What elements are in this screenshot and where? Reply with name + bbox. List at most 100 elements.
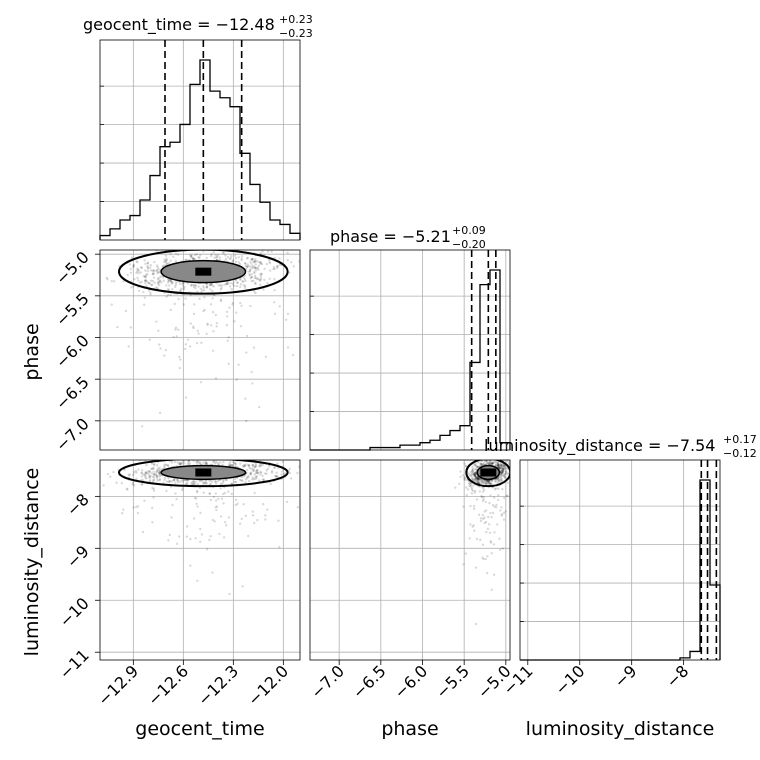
- sample-point: [258, 279, 262, 282]
- sample-point: [163, 354, 166, 357]
- histogram-geocent_time: [99, 59, 301, 240]
- ylabel-phase: phase: [21, 323, 43, 380]
- sample-point: [184, 297, 187, 300]
- sample-point: [164, 259, 168, 262]
- sample-point: [175, 542, 179, 546]
- sample-point: [486, 461, 490, 465]
- sample-point: [225, 282, 228, 286]
- sample-point: [475, 465, 478, 468]
- sample-point: [503, 476, 507, 480]
- sample-point: [177, 328, 180, 331]
- sample-point: [496, 463, 499, 466]
- sample-point: [151, 521, 154, 524]
- sample-point: [218, 457, 220, 459]
- sample-point: [129, 326, 133, 329]
- ytick-label-luminosity_distance: −8: [63, 490, 93, 520]
- sample-point: [255, 476, 258, 479]
- sample-point: [500, 463, 503, 466]
- sample-point: [475, 465, 478, 468]
- sample-point: [160, 274, 163, 278]
- sample-point: [266, 467, 270, 471]
- sample-point: [296, 506, 299, 509]
- sample-point: [155, 474, 158, 477]
- sample-point: [481, 490, 485, 493]
- sample-point: [504, 457, 506, 459]
- sample-point: [196, 579, 199, 582]
- sample-point: [196, 489, 199, 493]
- sample-point: [475, 477, 479, 481]
- sample-point: [506, 472, 510, 476]
- sample-point: [169, 253, 172, 256]
- sample-point: [192, 285, 196, 289]
- sample-point: [199, 254, 202, 257]
- sample-point: [225, 323, 229, 327]
- sample-point: [221, 251, 225, 254]
- sample-point: [212, 460, 215, 463]
- sample-point: [500, 464, 503, 468]
- sample-point: [250, 273, 253, 276]
- sample-point: [270, 250, 273, 253]
- sample-point: [264, 518, 267, 521]
- sample-point: [493, 488, 497, 491]
- sample-point: [229, 254, 233, 258]
- sample-point: [156, 479, 159, 482]
- sample-point: [245, 463, 248, 466]
- sample-point: [211, 289, 214, 293]
- sample-point: [246, 265, 249, 268]
- sample-point: [273, 466, 276, 469]
- sample-point: [151, 273, 155, 276]
- sample-point: [220, 497, 224, 500]
- sample-point: [209, 283, 212, 287]
- sample-point: [243, 277, 247, 281]
- sample-point: [139, 271, 143, 274]
- sample-point: [494, 506, 498, 509]
- sample-point: [208, 492, 211, 495]
- sample-point: [495, 460, 499, 464]
- sample-point: [498, 467, 501, 470]
- sample-point: [128, 263, 132, 266]
- sample-point: [259, 262, 262, 265]
- sample-point: [147, 282, 151, 285]
- panel-frame: [99, 249, 301, 451]
- sample-point: [158, 474, 161, 477]
- sample-point: [153, 270, 156, 273]
- sample-point: [481, 556, 484, 559]
- sample-point: [236, 281, 239, 284]
- sample-point: [221, 492, 225, 496]
- sample-point: [123, 468, 126, 471]
- sample-point: [487, 482, 490, 485]
- sample-point: [247, 465, 250, 468]
- sample-point: [143, 499, 146, 502]
- sample-point: [501, 469, 505, 472]
- sample-point: [158, 472, 161, 475]
- sample-point: [197, 255, 200, 259]
- sample-point: [151, 475, 154, 478]
- sample-point: [483, 482, 486, 485]
- sample-point: [471, 465, 474, 469]
- sample-point: [256, 469, 259, 472]
- sample-point: [262, 478, 265, 481]
- sample-point: [146, 261, 150, 264]
- sample-point: [134, 469, 138, 473]
- sample-point: [482, 557, 485, 561]
- sample-point: [152, 467, 155, 471]
- sample-point: [183, 462, 186, 465]
- sample-point: [277, 519, 280, 522]
- sample-point: [273, 289, 276, 292]
- sample-point: [216, 461, 219, 465]
- sample-point: [494, 479, 498, 483]
- sample-point: [182, 479, 185, 482]
- sample-point: [215, 256, 218, 259]
- sample-point: [472, 472, 475, 475]
- sample-point: [505, 457, 507, 459]
- sample-point: [151, 279, 155, 283]
- sample-point: [237, 256, 241, 259]
- sample-point: [178, 366, 181, 370]
- sample-point: [162, 279, 165, 282]
- sample-point: [181, 282, 184, 285]
- sample-point: [155, 457, 157, 459]
- sample-point: [493, 531, 496, 534]
- sample-point: [179, 290, 182, 293]
- sample-point: [185, 535, 189, 538]
- sample-point: [131, 481, 135, 485]
